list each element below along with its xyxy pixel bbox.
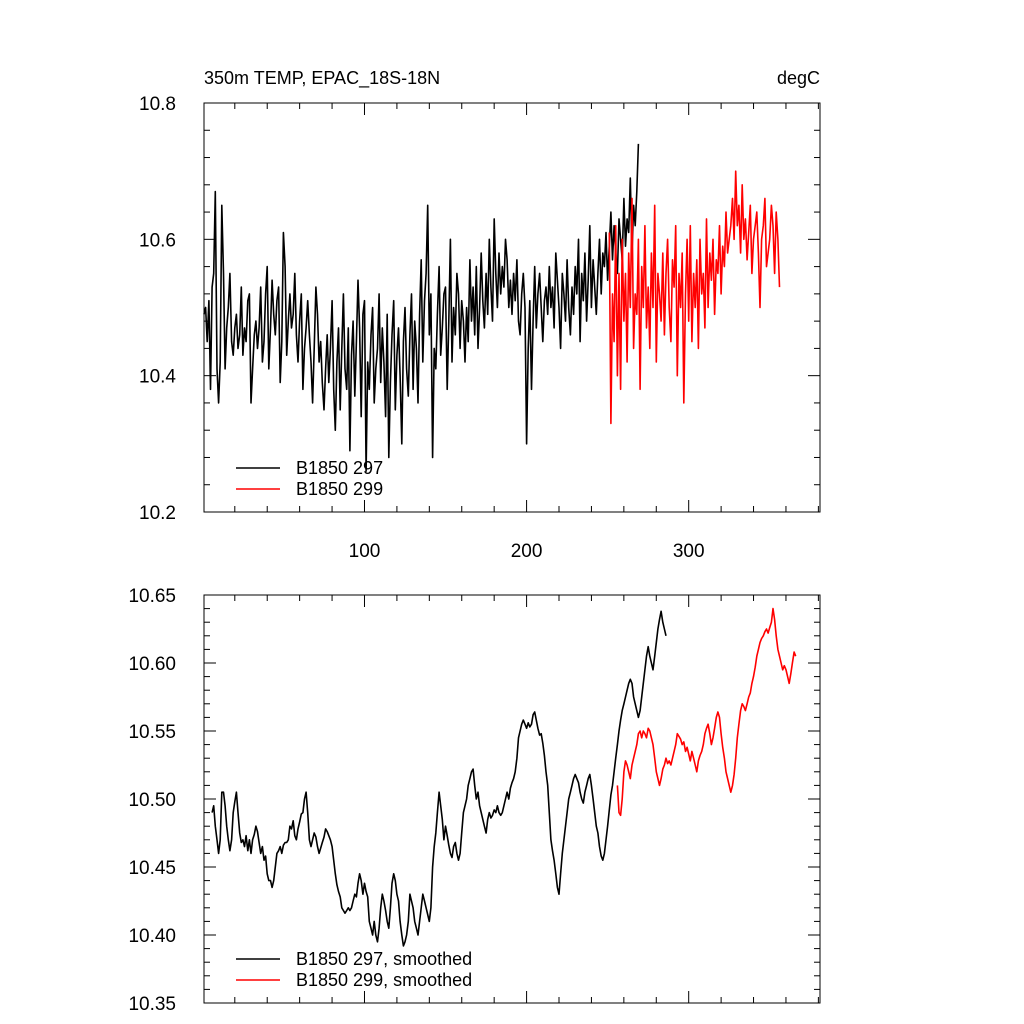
- legend-label: B1850 299: [296, 479, 383, 499]
- legend-label: B1850 297: [296, 458, 383, 478]
- y-tick-label: 10.65: [128, 586, 176, 607]
- top-panel: 100 200 300 10.2 10.4 10.6 10.8 B1850 297B1850 …: [139, 94, 821, 562]
- series-line-2: [616, 607, 797, 817]
- series-line-1: [203, 143, 640, 472]
- legend-label: B1850 299, smoothed: [296, 970, 472, 990]
- plot-frame: [203, 594, 821, 1004]
- plot-frame: [203, 102, 821, 513]
- y-tick-label: 10.35: [128, 994, 176, 1015]
- y-tick-label: 10.40: [128, 926, 176, 947]
- y-tick-label: 10.45: [128, 858, 176, 879]
- y-tick-label: 10.4: [139, 367, 176, 388]
- x-tick-label: 100: [349, 541, 381, 562]
- legend-label: B1850 297, smoothed: [296, 949, 472, 969]
- x-tick-label: 300: [673, 541, 705, 562]
- figure-title-right: degC: [777, 68, 820, 88]
- y-tick-label: 10.50: [128, 790, 176, 811]
- y-tick-label: 10.55: [128, 722, 176, 743]
- series-line-1: [211, 610, 667, 947]
- y-tick-label: 10.8: [139, 94, 176, 115]
- y-tick-label: 10.60: [128, 654, 176, 675]
- figure-title-left: 350m TEMP, EPAC_18S-18N: [204, 68, 440, 89]
- y-tick-label: 10.6: [139, 230, 176, 251]
- x-tick-label: 200: [511, 541, 543, 562]
- bottom-panel: 10.35 10.40 10.45 10.50 10.55 10.60 10.65 B1850…: [128, 586, 821, 1015]
- y-tick-label: 10.2: [139, 503, 176, 524]
- series-line-2: [608, 170, 781, 425]
